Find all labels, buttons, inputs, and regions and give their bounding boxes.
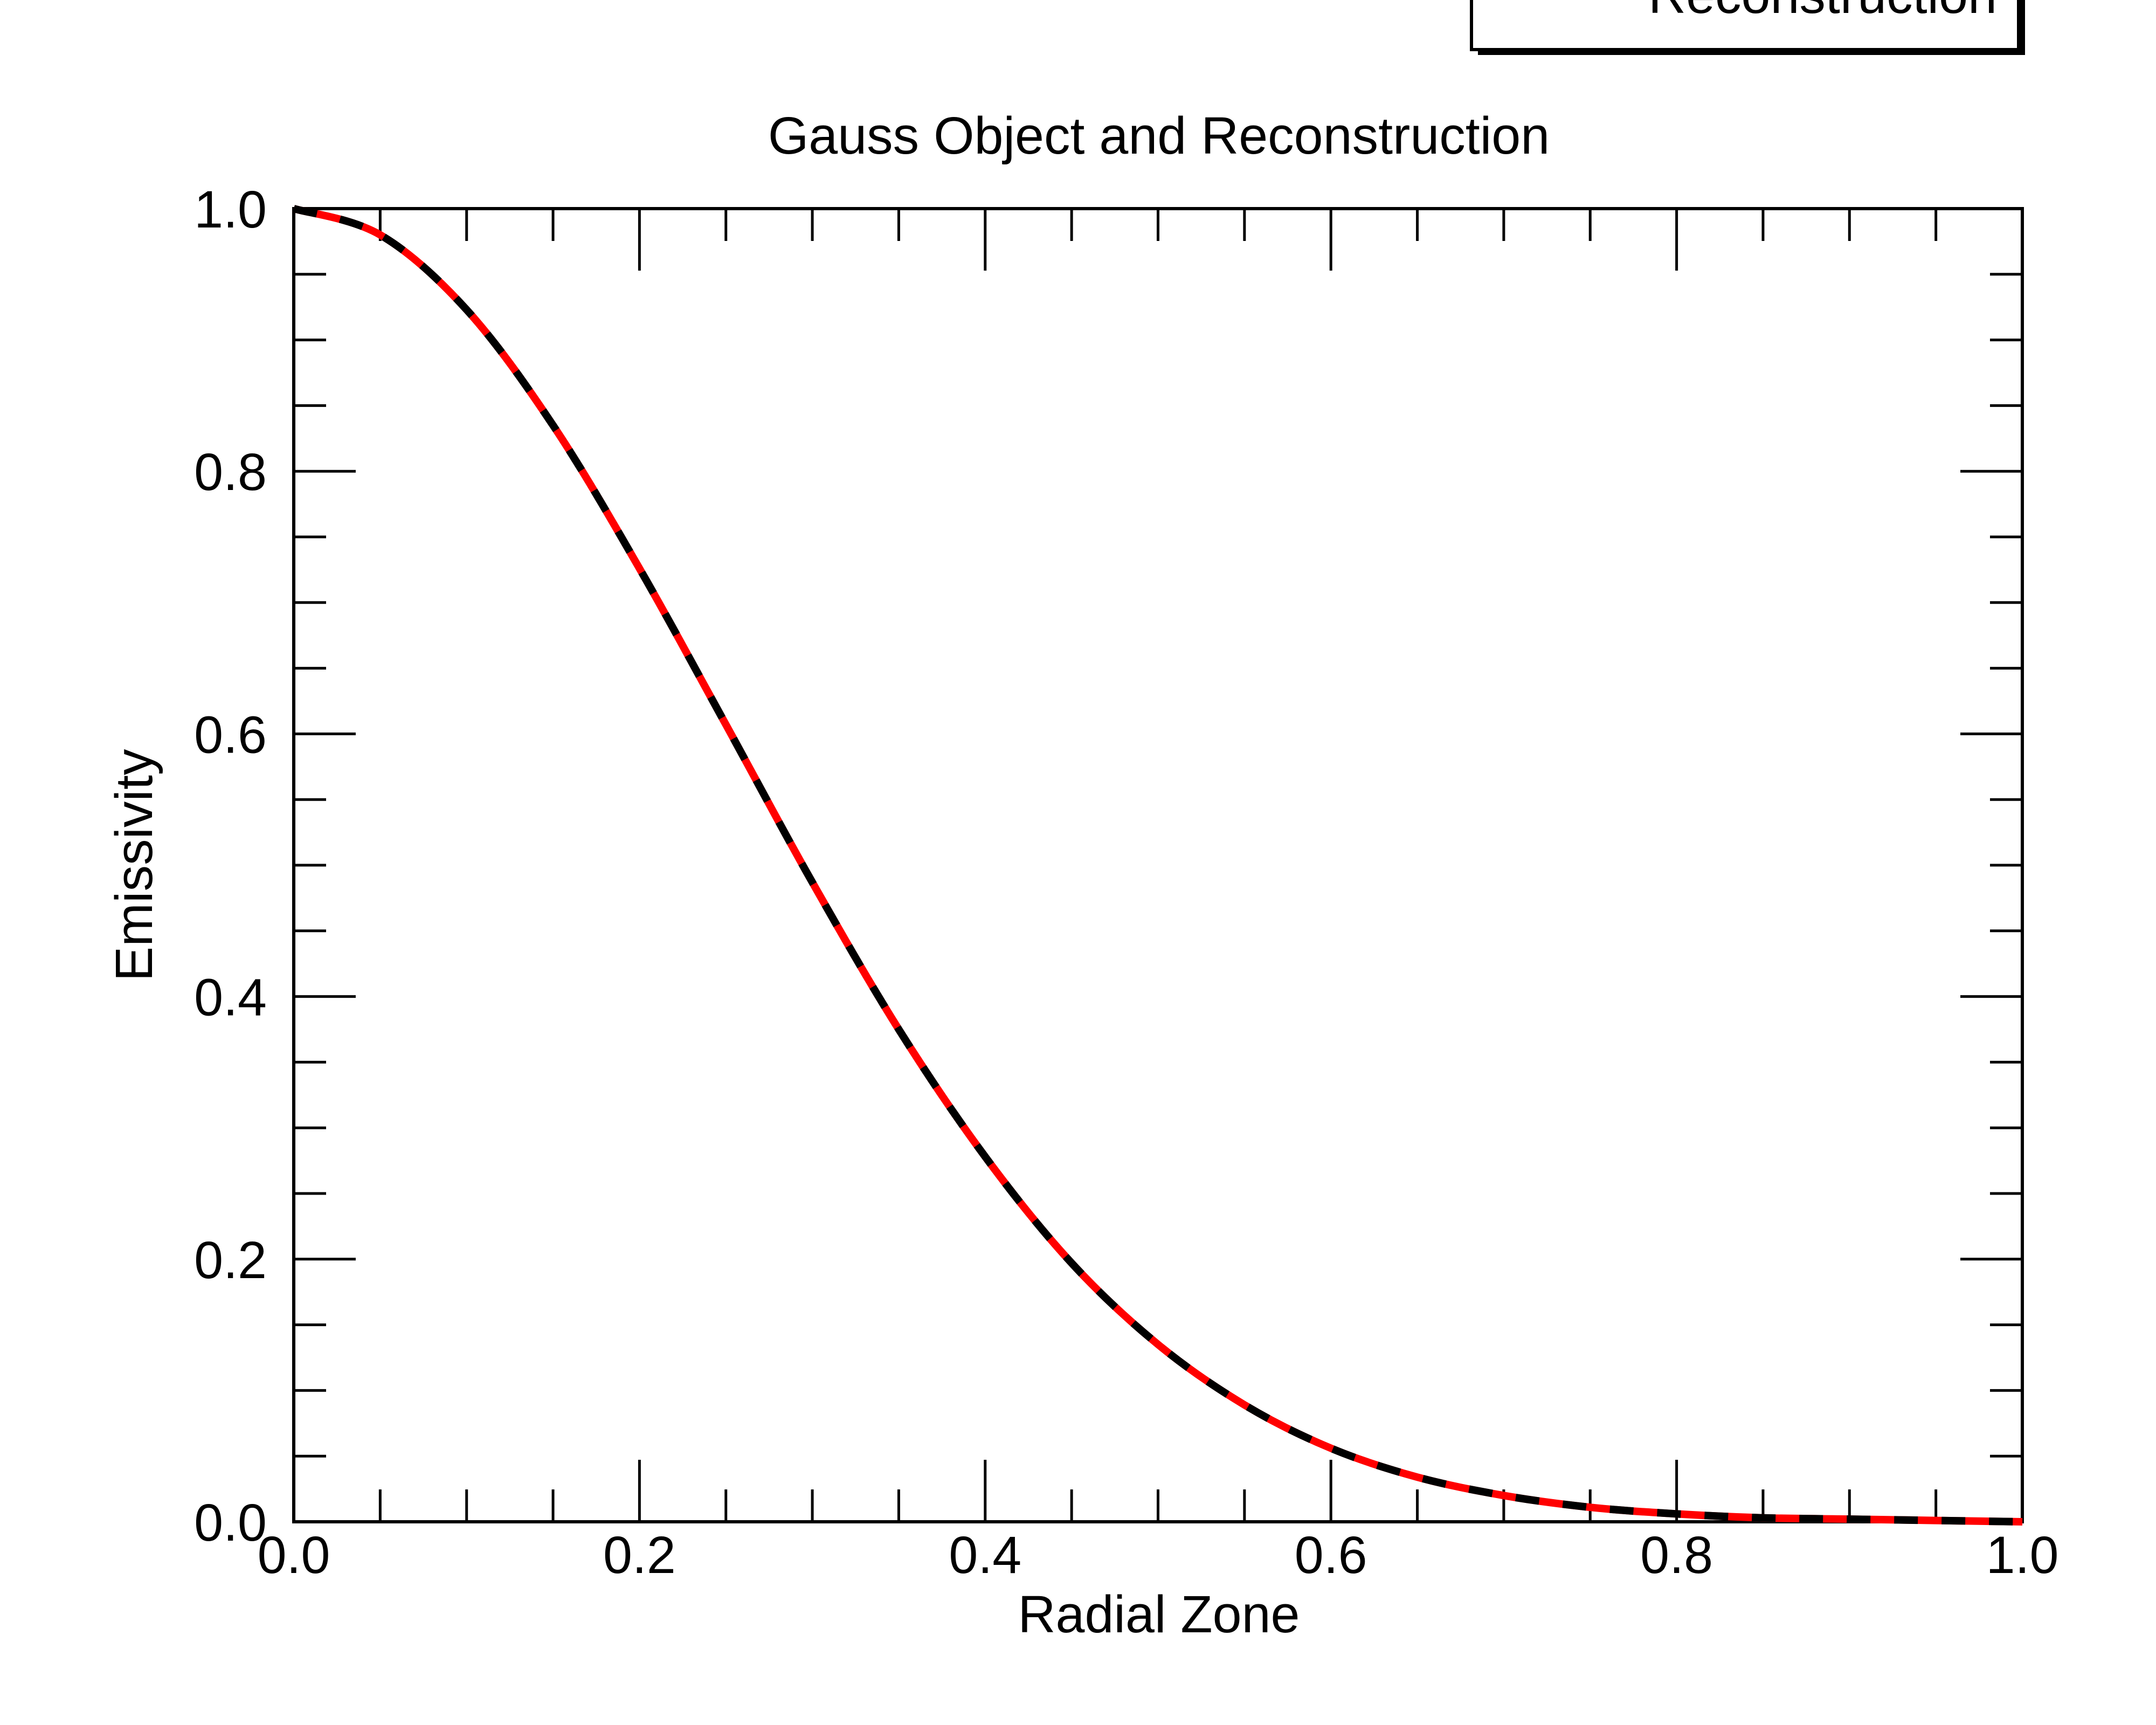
legend-box [1470, 0, 2020, 51]
plot-frame [292, 207, 2024, 1523]
y-tick-label: 0.4 [194, 968, 267, 1027]
y-tick-labels: 0.0 0.2 0.4 0.6 0.8 1.0 [194, 180, 267, 1552]
y-tick-label: 0.2 [194, 1231, 267, 1289]
legend: Reconstruction [1470, 0, 2025, 55]
x-tick-label: 0.2 [603, 1526, 676, 1584]
x-tick-label: 0.0 [258, 1526, 330, 1584]
legend-label: Reconstruction [1648, 0, 1997, 24]
x-tick-labels: 0.0 0.2 0.4 0.6 0.8 1.0 [258, 1526, 2059, 1584]
y-tick-label: 0.6 [194, 705, 267, 764]
tick-marks [292, 207, 2024, 1523]
x-axis-label: Radial Zone [1018, 1585, 1300, 1644]
x-tick-label: 0.4 [949, 1526, 1021, 1584]
y-tick-label: 0.0 [194, 1493, 267, 1552]
reconstruction-line [292, 205, 2023, 1526]
series-lines [292, 205, 2023, 1526]
x-tick-label: 1.0 [1986, 1526, 2059, 1584]
x-tick-label: 0.8 [1640, 1526, 1713, 1584]
y-tick-label: 0.8 [194, 443, 267, 501]
x-tick-label: 0.6 [1295, 1526, 1367, 1584]
y-tick-label: 1.0 [194, 180, 267, 239]
object-line [292, 205, 2023, 1526]
y-axis-label: Emissivity [105, 749, 163, 982]
chart-title: Gauss Object and Reconstruction [768, 106, 1550, 165]
